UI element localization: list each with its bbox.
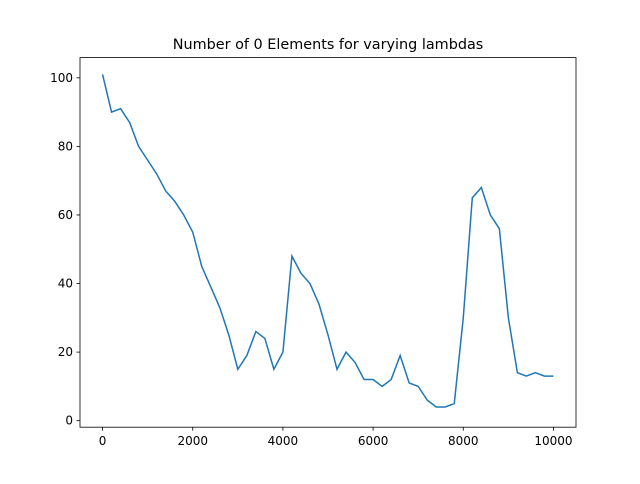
chart-title: Number of 0 Elements for varying lambdas: [173, 37, 484, 53]
x-tick-label: 0: [99, 434, 107, 448]
x-tick-label: 2000: [177, 434, 208, 448]
y-tick-label: 80: [58, 139, 73, 153]
x-tick-label: 6000: [358, 434, 389, 448]
data-line: [101, 74, 554, 408]
x-tick-label: 10000: [534, 434, 572, 448]
plot-frame: [79, 57, 577, 428]
y-tick-label: 20: [58, 345, 73, 359]
y-tick-label: 100: [50, 71, 73, 85]
y-tick-label: 0: [65, 414, 73, 428]
y-tick-label: 40: [58, 277, 73, 291]
y-tick-label: 60: [58, 208, 73, 222]
x-tick-label: 8000: [448, 434, 479, 448]
x-tick-label: 4000: [268, 434, 299, 448]
